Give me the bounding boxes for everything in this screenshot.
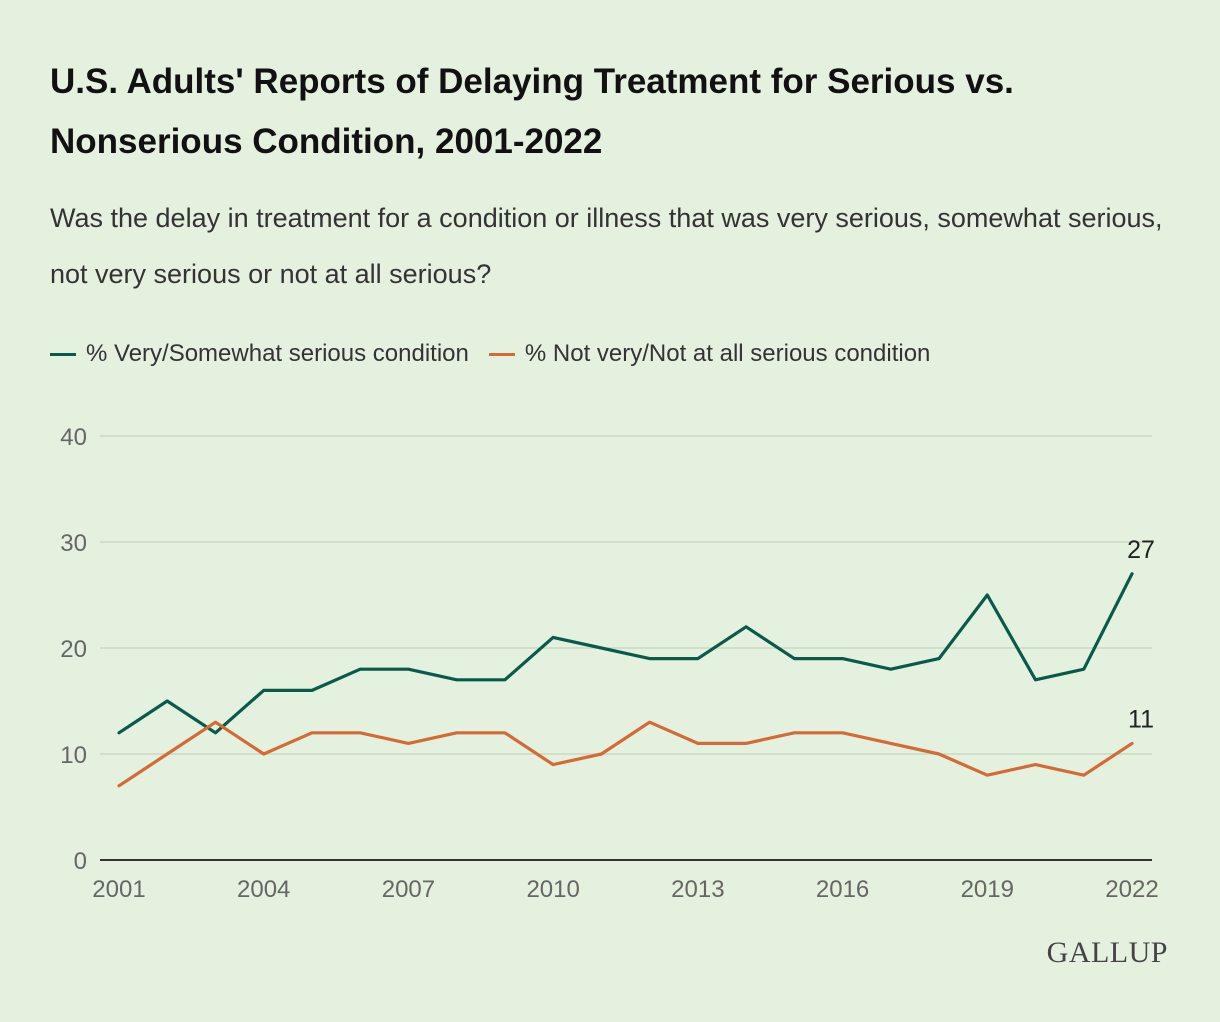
legend: % Very/Somewhat serious condition % Not … bbox=[50, 340, 950, 368]
data-point bbox=[648, 720, 652, 724]
x-tick-label: 2022 bbox=[1105, 876, 1158, 903]
data-point bbox=[841, 731, 845, 735]
data-point bbox=[1034, 763, 1038, 767]
data-point bbox=[889, 741, 893, 745]
y-tick-label: 20 bbox=[60, 636, 87, 663]
legend-swatch-nonserious bbox=[488, 352, 515, 356]
data-point bbox=[551, 763, 555, 767]
data-point bbox=[937, 657, 941, 661]
data-point bbox=[744, 625, 748, 629]
x-tick-label: 2004 bbox=[237, 876, 290, 903]
legend-item-nonserious: % Not very/Not at all serious condition bbox=[488, 340, 931, 368]
data-point bbox=[213, 731, 217, 735]
data-point bbox=[455, 731, 459, 735]
data-point bbox=[165, 699, 169, 703]
data-point bbox=[117, 731, 121, 735]
data-point bbox=[262, 688, 266, 692]
data-point bbox=[648, 657, 652, 661]
data-point bbox=[165, 752, 169, 756]
data-point bbox=[406, 741, 410, 745]
data-point bbox=[213, 720, 217, 724]
data-point bbox=[985, 593, 989, 597]
series-line-nonserious bbox=[117, 720, 1134, 788]
data-point bbox=[696, 657, 700, 661]
legend-label-serious: % Very/Somewhat serious condition bbox=[86, 340, 469, 367]
x-tick-label: 2001 bbox=[92, 876, 145, 903]
data-point bbox=[551, 635, 555, 639]
y-tick-label: 0 bbox=[74, 848, 87, 875]
x-tick-label: 2010 bbox=[526, 876, 579, 903]
data-point bbox=[503, 678, 507, 682]
y-tick-label: 30 bbox=[60, 530, 87, 557]
grid-lines bbox=[100, 435, 1152, 861]
data-point bbox=[841, 657, 845, 661]
data-point bbox=[1130, 741, 1134, 745]
end-value-label: 11 bbox=[1128, 705, 1154, 733]
data-point bbox=[358, 667, 362, 671]
data-point bbox=[262, 752, 266, 756]
x-tick-label: 2013 bbox=[671, 876, 724, 903]
y-tick-labels: 0 10 20 30 40 bbox=[60, 424, 87, 875]
y-tick-label: 10 bbox=[60, 742, 87, 769]
series-lines bbox=[117, 572, 1134, 788]
gallup-logo: GALLUP bbox=[1046, 936, 1168, 969]
data-point bbox=[985, 773, 989, 777]
x-tick-labels: 2001 2004 2007 2010 2013 2016 2019 2022 bbox=[92, 876, 1158, 903]
x-tick-label: 2007 bbox=[382, 876, 435, 903]
data-point bbox=[792, 657, 796, 661]
data-point bbox=[1130, 572, 1134, 576]
data-point bbox=[503, 731, 507, 735]
legend-item-serious: % Very/Somewhat serious condition bbox=[50, 340, 469, 368]
y-tick-label: 40 bbox=[60, 424, 87, 451]
chart-title: U.S. Adults' Reports of Delaying Treatme… bbox=[50, 62, 1014, 161]
data-point bbox=[599, 646, 603, 650]
data-point bbox=[792, 731, 796, 735]
data-point bbox=[117, 784, 121, 788]
end-labels: 27 11 bbox=[1127, 536, 1155, 734]
data-point bbox=[937, 752, 941, 756]
data-point bbox=[455, 678, 459, 682]
legend-label-nonserious: % Not very/Not at all serious condition bbox=[524, 340, 931, 367]
data-point bbox=[1082, 667, 1086, 671]
data-point bbox=[696, 741, 700, 745]
data-point bbox=[358, 731, 362, 735]
data-point bbox=[889, 667, 893, 671]
data-point bbox=[310, 688, 314, 692]
data-point bbox=[599, 752, 603, 756]
data-point bbox=[1082, 773, 1086, 777]
x-tick-label: 2019 bbox=[961, 876, 1014, 903]
data-point bbox=[1034, 678, 1038, 682]
data-point bbox=[310, 731, 314, 735]
x-tick-label: 2016 bbox=[816, 876, 869, 903]
chart-subtitle: Was the delay in treatment for a conditi… bbox=[50, 203, 1163, 289]
data-point bbox=[406, 667, 410, 671]
data-point bbox=[744, 741, 748, 745]
legend-swatch-serious bbox=[50, 352, 76, 356]
end-value-label: 27 bbox=[1127, 536, 1155, 564]
series-line-serious bbox=[117, 572, 1134, 735]
